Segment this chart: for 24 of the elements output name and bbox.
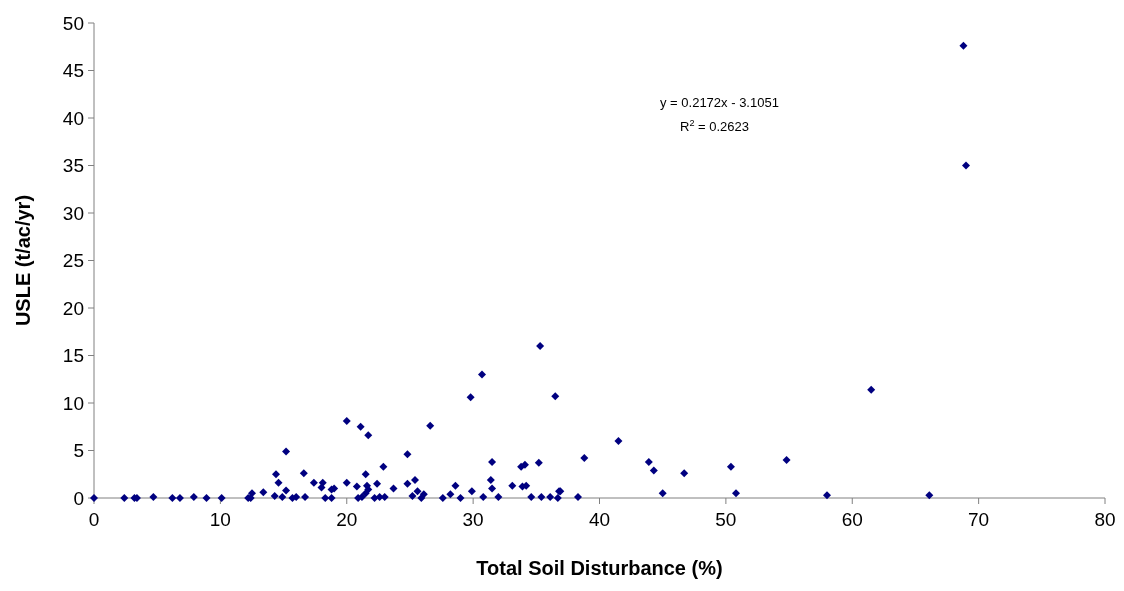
x-tick-label: 80 <box>1094 509 1116 530</box>
x-axis-title: Total Soil Disturbance (%) <box>476 557 723 579</box>
y-tick-label: 15 <box>62 345 84 367</box>
x-tick-label: 20 <box>336 509 358 530</box>
y-tick-label: 50 <box>62 12 84 34</box>
annotation: y = 0.2172x - 3.1051 <box>660 95 779 110</box>
y-tick-label: 10 <box>62 392 84 414</box>
x-tick-label: 60 <box>841 509 863 530</box>
y-tick-label: 30 <box>62 202 84 224</box>
y-tick-label: 45 <box>62 60 84 82</box>
y-tick-label: 40 <box>62 107 84 129</box>
x-tick-label: 30 <box>462 509 484 530</box>
y-tick-label: 20 <box>62 297 84 319</box>
y-tick-label: 25 <box>62 250 84 272</box>
x-tick-label: 0 <box>88 509 100 530</box>
x-tick-label: 50 <box>715 509 737 530</box>
x-tick-label: 70 <box>968 509 990 530</box>
y-tick-label: 0 <box>73 487 84 509</box>
annotation: R$^{2}$ = 0.2623 <box>680 118 750 134</box>
x-tick-label: 40 <box>588 509 611 530</box>
y-tick-label: 35 <box>62 155 84 177</box>
x-tick-label: 10 <box>209 509 231 530</box>
y-axis-title: USLE (t/ac/yr) <box>12 194 34 327</box>
y-tick-label: 5 <box>73 440 84 462</box>
